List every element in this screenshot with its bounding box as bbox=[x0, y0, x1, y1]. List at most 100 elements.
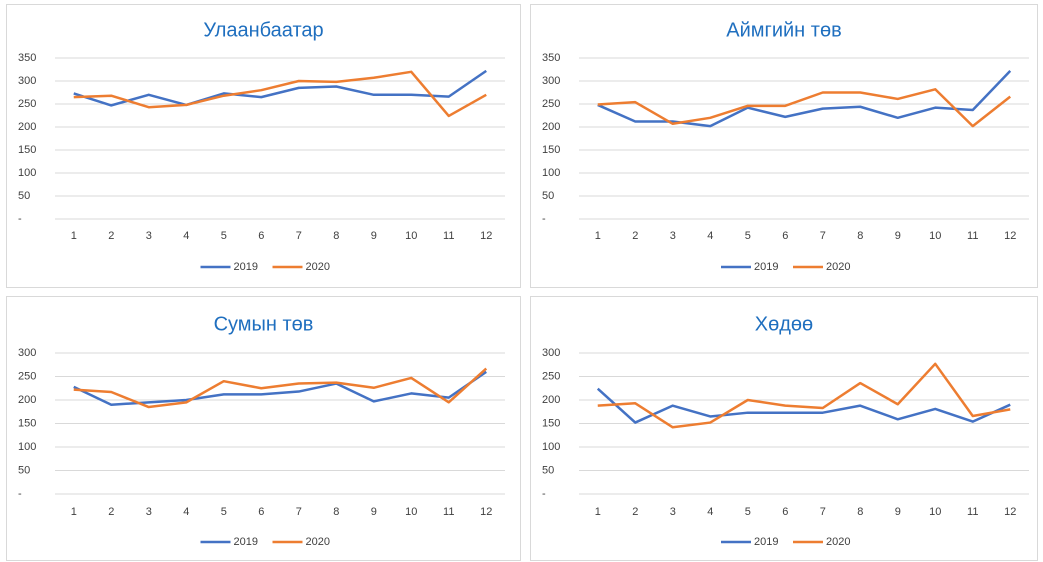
x-tick-label: 2 bbox=[108, 506, 114, 518]
panel-border bbox=[530, 4, 1038, 288]
chart-title: Хөдөө bbox=[755, 313, 813, 335]
y-tick-label: 300 bbox=[542, 75, 560, 87]
legend-label: 2020 bbox=[306, 536, 330, 548]
x-tick-label: 4 bbox=[183, 506, 189, 518]
legend-label: 2020 bbox=[826, 261, 850, 273]
x-tick-label: 1 bbox=[595, 506, 601, 518]
x-tick-label: 11 bbox=[967, 230, 978, 242]
chart-title: Аймгийн төв bbox=[726, 19, 841, 41]
x-tick-label: 2 bbox=[632, 506, 638, 518]
y-tick-label: 250 bbox=[542, 98, 560, 110]
x-tick-label: 5 bbox=[221, 506, 227, 518]
x-tick-label: 6 bbox=[782, 506, 788, 518]
y-tick-label: 150 bbox=[18, 144, 36, 156]
panel-border bbox=[530, 296, 1038, 561]
x-tick-label: 7 bbox=[820, 506, 826, 518]
y-tick-label: 350 bbox=[18, 52, 36, 64]
x-tick-label: 9 bbox=[371, 230, 377, 242]
x-tick-label: 10 bbox=[929, 230, 941, 242]
y-tick-label: 50 bbox=[542, 464, 554, 476]
x-tick-label: 12 bbox=[480, 230, 492, 242]
x-tick-label: 8 bbox=[857, 506, 863, 518]
x-tick-label: 9 bbox=[895, 506, 901, 518]
legend-label: 2020 bbox=[306, 261, 330, 273]
x-tick-label: 7 bbox=[820, 230, 826, 242]
x-tick-label: 7 bbox=[296, 230, 302, 242]
y-tick-label: - bbox=[542, 488, 546, 500]
x-tick-label: 3 bbox=[146, 230, 152, 242]
chart-title: Сумын төв bbox=[214, 313, 314, 335]
x-tick-label: 11 bbox=[443, 506, 454, 518]
y-tick-label: 300 bbox=[18, 347, 36, 359]
x-tick-label: 4 bbox=[183, 230, 189, 242]
y-tick-label: 300 bbox=[542, 347, 560, 359]
x-tick-label: 6 bbox=[782, 230, 788, 242]
y-tick-label: 150 bbox=[18, 417, 36, 429]
series-line bbox=[597, 362, 1011, 429]
y-tick-label: - bbox=[18, 488, 22, 500]
legend-label: 2019 bbox=[754, 261, 778, 273]
y-tick-label: 250 bbox=[542, 370, 560, 382]
x-tick-label: 8 bbox=[333, 230, 339, 242]
legend-label: 2020 bbox=[826, 536, 850, 548]
y-tick-label: 350 bbox=[542, 52, 560, 64]
x-tick-label: 10 bbox=[405, 506, 417, 518]
series-line bbox=[73, 370, 487, 406]
y-tick-label: 100 bbox=[18, 441, 36, 453]
x-tick-label: 11 bbox=[443, 230, 454, 242]
x-tick-label: 5 bbox=[221, 230, 227, 242]
x-tick-label: 4 bbox=[707, 506, 713, 518]
x-tick-label: 6 bbox=[258, 230, 264, 242]
series-line bbox=[597, 88, 1012, 128]
x-tick-label: 6 bbox=[258, 506, 264, 518]
x-tick-label: 1 bbox=[71, 506, 77, 518]
y-tick-label: - bbox=[542, 213, 546, 225]
x-tick-label: 3 bbox=[670, 230, 676, 242]
y-tick-label: 100 bbox=[542, 441, 560, 453]
legend-label: 2019 bbox=[234, 536, 258, 548]
y-tick-label: 200 bbox=[18, 121, 36, 133]
series-line bbox=[73, 69, 487, 107]
x-tick-label: 1 bbox=[71, 230, 77, 242]
y-tick-label: 200 bbox=[18, 394, 36, 406]
x-tick-label: 12 bbox=[1004, 230, 1016, 242]
y-tick-label: - bbox=[18, 213, 22, 225]
series-line bbox=[596, 387, 1011, 424]
x-tick-label: 2 bbox=[632, 230, 638, 242]
series-line bbox=[73, 367, 488, 409]
x-tick-label: 3 bbox=[146, 506, 152, 518]
chart-title: Улаанбаатар bbox=[203, 19, 323, 41]
y-tick-label: 250 bbox=[18, 370, 36, 382]
x-tick-label: 3 bbox=[670, 506, 676, 518]
x-tick-label: 5 bbox=[745, 230, 751, 242]
x-tick-label: 1 bbox=[595, 230, 601, 242]
y-tick-label: 300 bbox=[18, 75, 36, 87]
x-tick-label: 12 bbox=[1004, 506, 1016, 518]
y-tick-label: 50 bbox=[542, 190, 554, 202]
y-tick-label: 150 bbox=[542, 417, 560, 429]
y-tick-label: 100 bbox=[542, 167, 560, 179]
x-tick-label: 5 bbox=[745, 506, 751, 518]
y-tick-label: 200 bbox=[542, 121, 560, 133]
x-tick-label: 10 bbox=[929, 506, 941, 518]
x-tick-label: 11 bbox=[967, 506, 978, 518]
x-tick-label: 8 bbox=[333, 506, 339, 518]
x-tick-label: 9 bbox=[895, 230, 901, 242]
x-tick-label: 8 bbox=[857, 230, 863, 242]
x-tick-label: 10 bbox=[405, 230, 417, 242]
x-tick-label: 9 bbox=[371, 506, 377, 518]
legend-label: 2019 bbox=[234, 261, 258, 273]
series-line bbox=[73, 70, 487, 118]
y-tick-label: 50 bbox=[18, 190, 30, 202]
x-tick-label: 4 bbox=[707, 230, 713, 242]
y-tick-label: 150 bbox=[542, 144, 560, 156]
y-tick-label: 50 bbox=[18, 464, 30, 476]
x-tick-label: 2 bbox=[108, 230, 114, 242]
x-tick-label: 12 bbox=[480, 506, 492, 518]
y-tick-label: 250 bbox=[18, 98, 36, 110]
